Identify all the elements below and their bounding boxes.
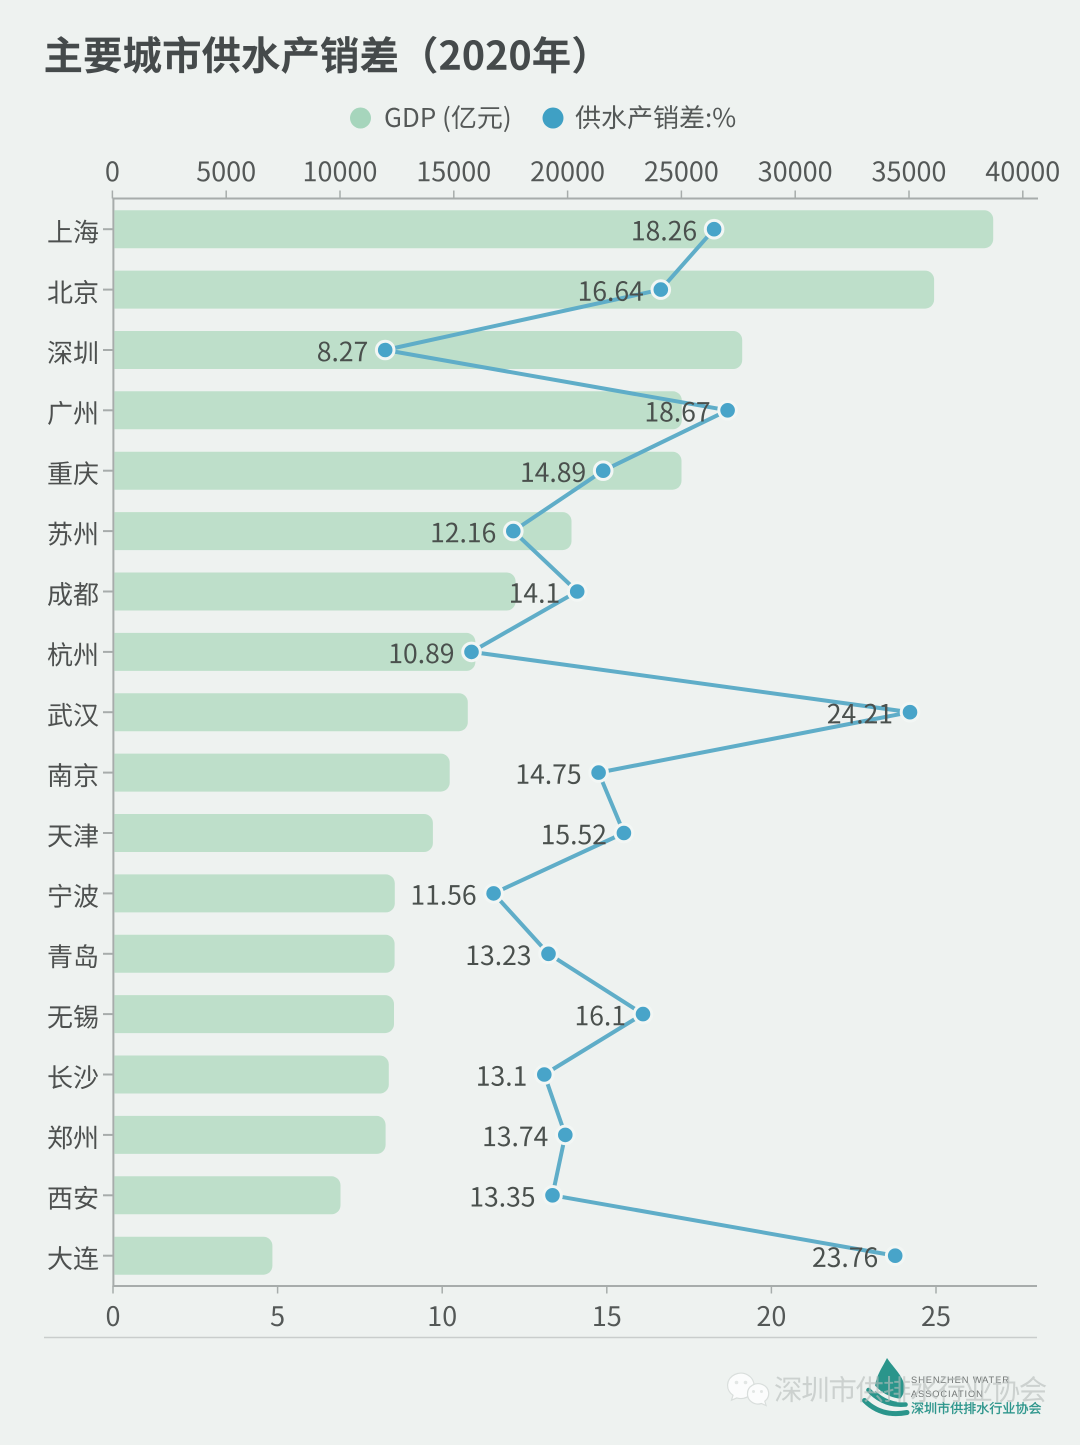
svg-text:SHENZHEN WATER: SHENZHEN WATER	[911, 1375, 1010, 1385]
svg-text:ASSOCIATION: ASSOCIATION	[911, 1389, 984, 1399]
